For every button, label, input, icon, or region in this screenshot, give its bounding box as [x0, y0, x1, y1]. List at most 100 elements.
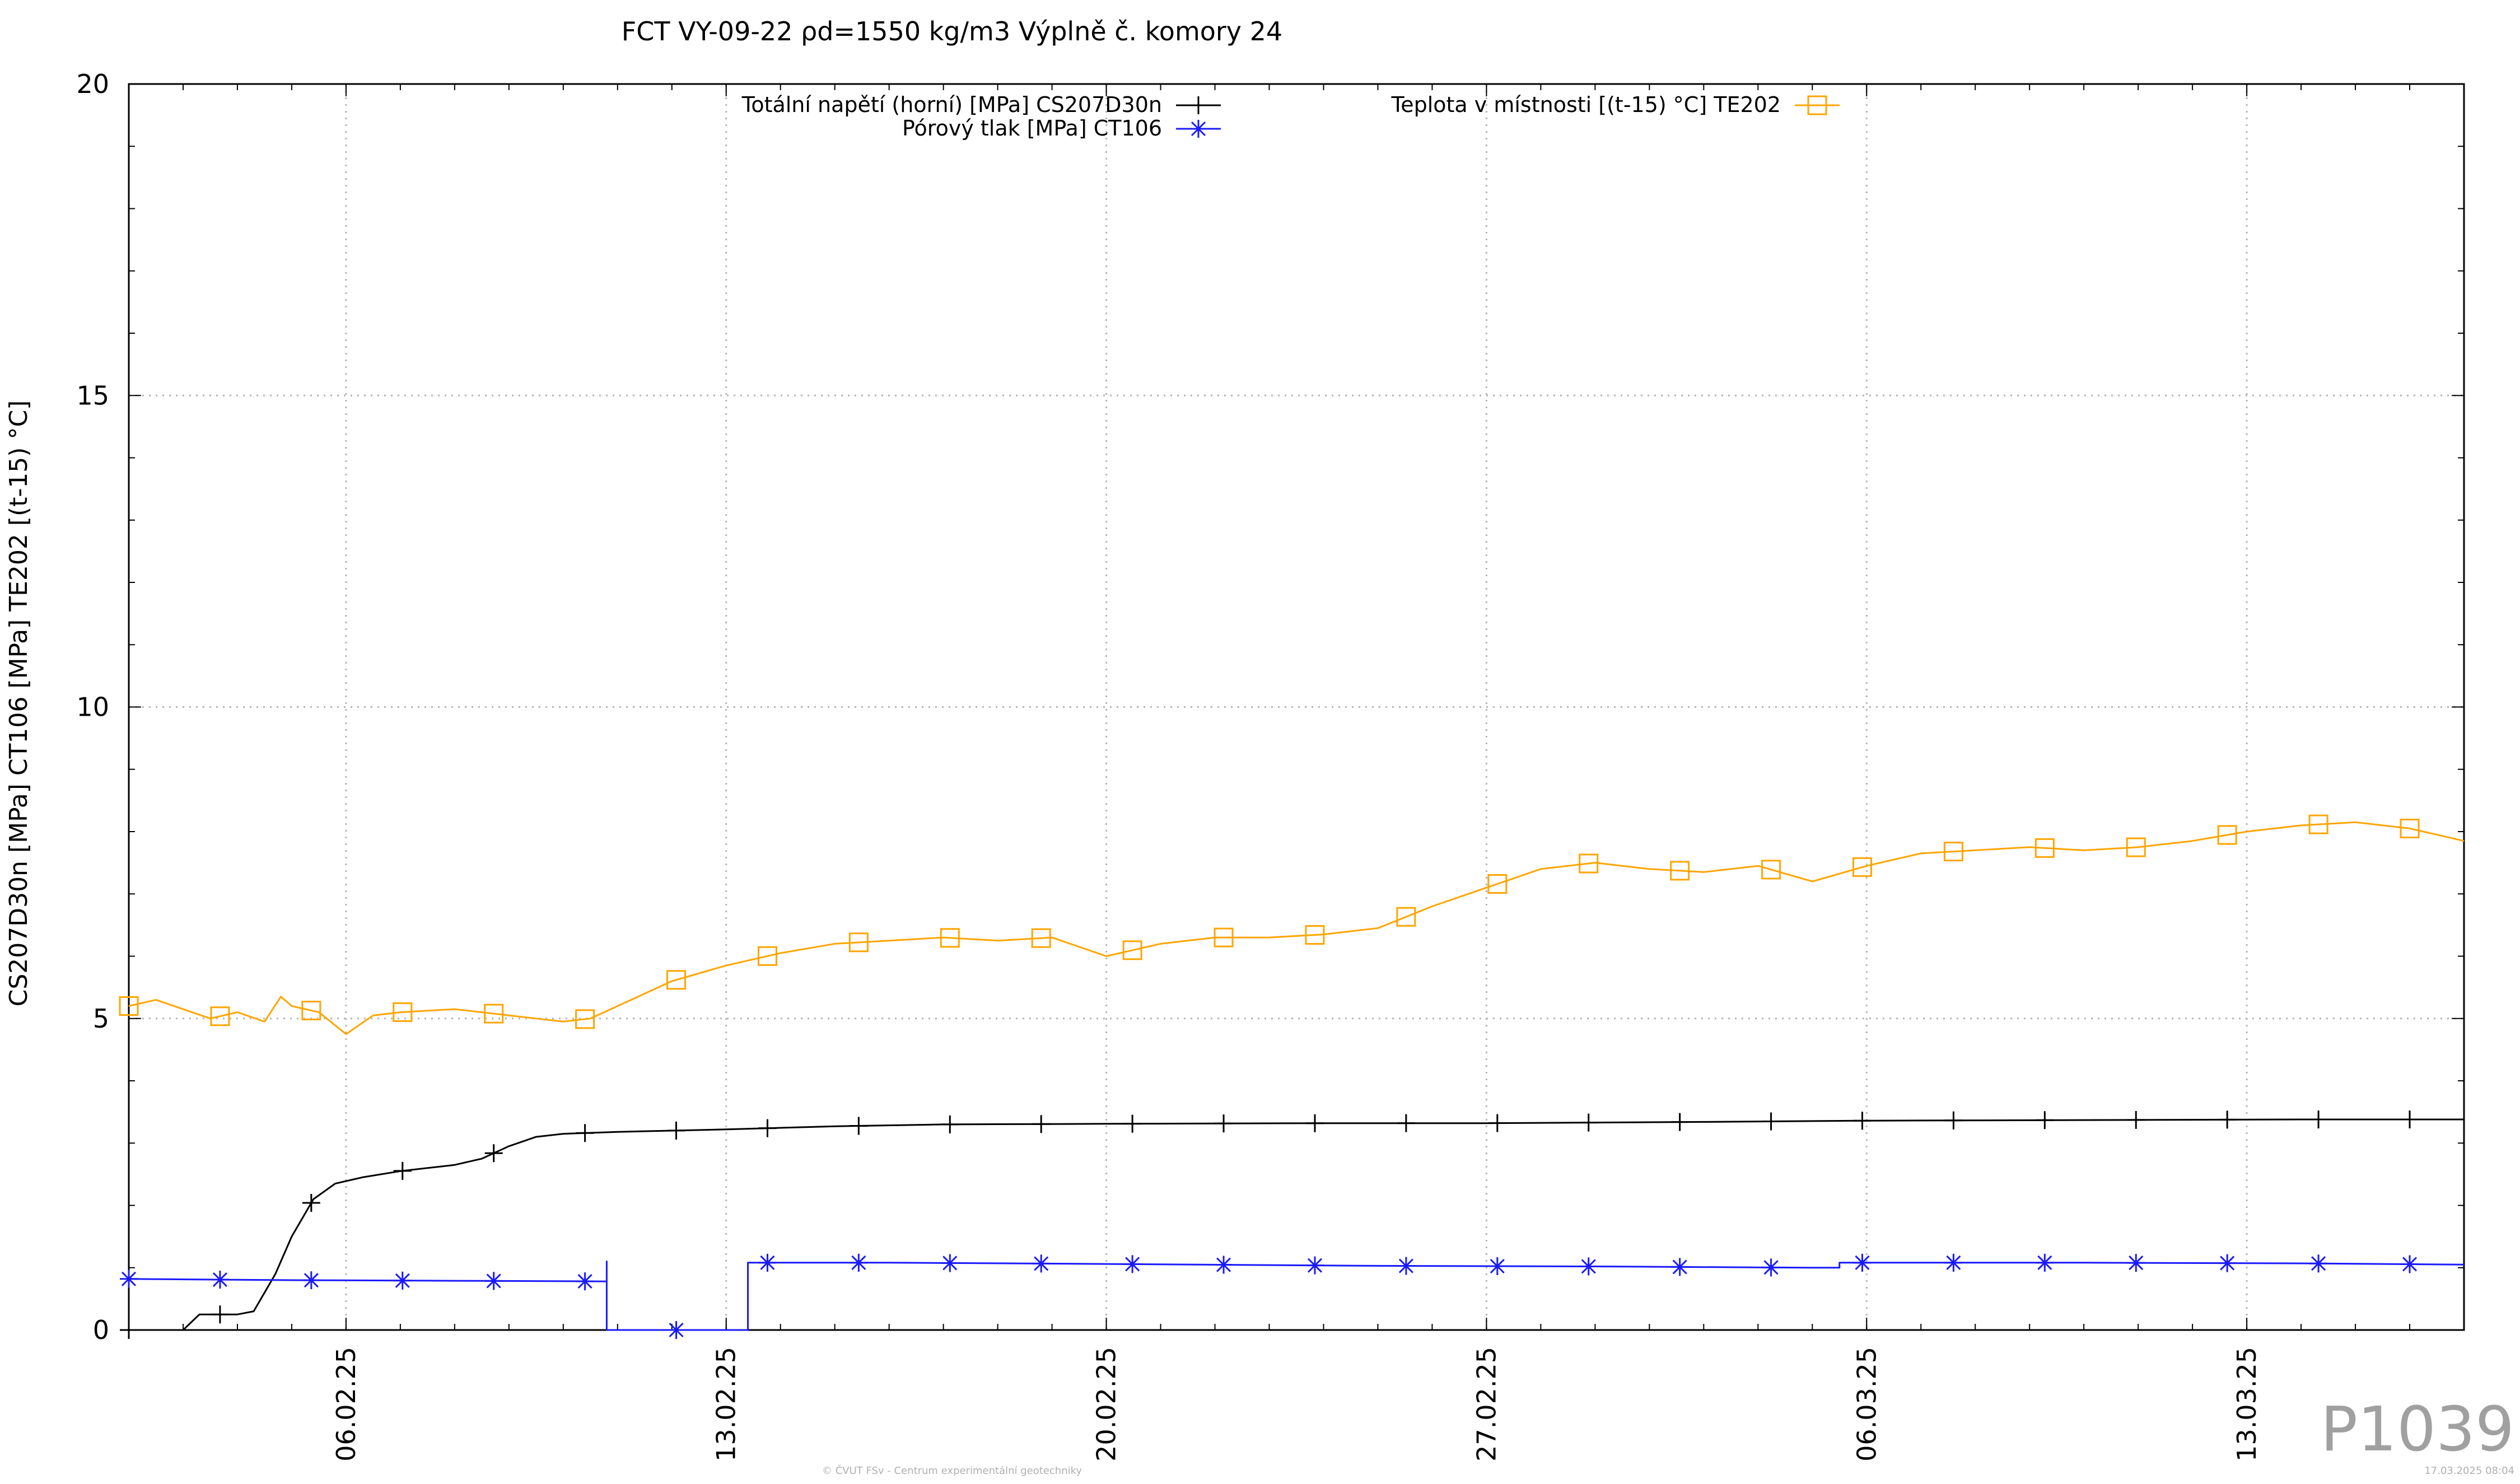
- data-point: [1670, 861, 1690, 881]
- data-point: [1189, 120, 1207, 138]
- data-point: [848, 932, 869, 953]
- data-point: [2127, 1254, 2145, 1272]
- data-point: [575, 1009, 595, 1029]
- data-point: [1123, 1255, 1142, 1273]
- data-point: [1943, 842, 1963, 862]
- data-point: [2401, 1110, 2419, 1128]
- y-tick-label: 0: [93, 1315, 109, 1345]
- data-point: [1305, 1256, 1324, 1275]
- chart-title: FCT VY-09-22 ρd=1550 kg/m3 Výplně č. kom…: [622, 16, 1282, 46]
- data-point: [941, 1254, 959, 1272]
- data-point: [667, 1321, 685, 1339]
- series-layer: [119, 814, 2465, 1339]
- series-line: [128, 1261, 2465, 1331]
- x-tick-label: 06.03.25: [1851, 1347, 1882, 1462]
- series-3: [119, 814, 2465, 1035]
- data-point: [1488, 1114, 1506, 1132]
- data-point: [757, 946, 777, 966]
- axes: 0 5 10 15 20 06.02.25 13.02.25 20.02.25 27.02.25…: [76, 69, 2465, 1462]
- y-tick-label: 20: [76, 69, 109, 99]
- series-1: [120, 1110, 2464, 1339]
- data-point: [2218, 1110, 2237, 1129]
- data-point: [941, 1115, 959, 1133]
- data-point: [1031, 928, 1051, 948]
- data-point: [1215, 1114, 1233, 1133]
- data-point: [850, 1253, 868, 1272]
- data-point: [1762, 1112, 1780, 1131]
- data-point: [1032, 1115, 1051, 1133]
- data-point: [120, 1321, 138, 1339]
- data-point: [850, 1117, 868, 1135]
- x-tick-label: 13.02.25: [711, 1347, 741, 1462]
- data-point: [1032, 1254, 1051, 1273]
- y-axis-label: CS207D30n [MPa] CT106 [MPa] TE202 [(t-15…: [4, 400, 33, 1007]
- data-point: [302, 1194, 320, 1212]
- data-point: [393, 1161, 412, 1180]
- timestamp-text: 17.03.2025 08:04: [2424, 1465, 2514, 1477]
- series-2: [120, 1253, 2465, 1339]
- data-point: [484, 1004, 504, 1024]
- data-point: [1579, 1113, 1598, 1132]
- legend-label: Teplota v místnosti [(t-15) °C] TE202: [1390, 92, 1781, 117]
- data-point: [1579, 1257, 1598, 1276]
- data-point: [2036, 1111, 2054, 1130]
- data-point: [393, 1002, 413, 1022]
- data-point: [2309, 1110, 2328, 1128]
- data-point: [1762, 1258, 1780, 1277]
- x-tick-label: 20.02.25: [1091, 1347, 1122, 1462]
- data-point: [120, 1270, 138, 1288]
- data-point: [1761, 860, 1781, 880]
- data-point: [210, 1006, 230, 1026]
- legend-entry-2: Pórový tlak [MPa] CT106: [902, 116, 1221, 141]
- data-point: [576, 1272, 594, 1291]
- legend-entry-3: Teplota v místnosti [(t-15) °C] TE202: [1390, 92, 1840, 117]
- legend-label: Totální napětí (horní) [MPa] CS207D30n: [741, 92, 1162, 117]
- data-point: [758, 1253, 777, 1272]
- data-point: [393, 1271, 412, 1290]
- data-point: [1214, 927, 1234, 948]
- data-point: [1396, 907, 1416, 927]
- data-point: [484, 1272, 503, 1290]
- data-point: [1944, 1253, 1963, 1272]
- y-tick-label: 15: [76, 380, 109, 410]
- x-tick-label: 06.02.25: [331, 1347, 361, 1462]
- data-point: [1397, 1257, 1415, 1275]
- data-point: [1579, 853, 1599, 874]
- data-point: [1305, 1114, 1324, 1132]
- data-point: [1487, 874, 1508, 894]
- data-point: [484, 1144, 503, 1163]
- y-tick-label: 10: [76, 692, 109, 722]
- data-point: [302, 1271, 320, 1290]
- data-point: [1944, 1111, 1963, 1130]
- data-point: [666, 970, 687, 990]
- data-point: [1853, 1112, 1872, 1130]
- data-point: [758, 1119, 777, 1137]
- data-point: [1215, 1256, 1233, 1274]
- data-point: [1670, 1258, 1689, 1276]
- data-point: [2126, 837, 2146, 857]
- data-point: [940, 928, 960, 948]
- data-point: [211, 1271, 229, 1289]
- data-point: [2127, 1110, 2145, 1129]
- data-point: [1853, 1253, 1872, 1272]
- data-point: [667, 1121, 685, 1140]
- data-point: [2308, 814, 2328, 834]
- data-point: [576, 1124, 594, 1142]
- credit-text: © ČVUT FSv - Centrum experimentální geot…: [822, 1464, 1082, 1477]
- data-point: [211, 1305, 229, 1324]
- data-point: [1189, 96, 1207, 114]
- data-point: [2217, 825, 2237, 845]
- data-point: [2400, 818, 2420, 838]
- legend-entry-1: Totální napětí (horní) [MPa] CS207D30n: [741, 92, 1221, 117]
- legend: Totální napětí (horní) [MPa] CS207D30nPó…: [741, 92, 1840, 141]
- data-point: [2401, 1255, 2419, 1273]
- data-point: [1488, 1257, 1506, 1276]
- x-tick-label: 13.03.25: [2232, 1347, 2262, 1462]
- watermark: P1039: [2321, 1393, 2514, 1465]
- data-point: [2218, 1254, 2237, 1272]
- data-point: [2309, 1254, 2328, 1273]
- x-tick-label: 27.02.25: [1471, 1347, 1501, 1462]
- y-tick-label: 5: [93, 1004, 109, 1034]
